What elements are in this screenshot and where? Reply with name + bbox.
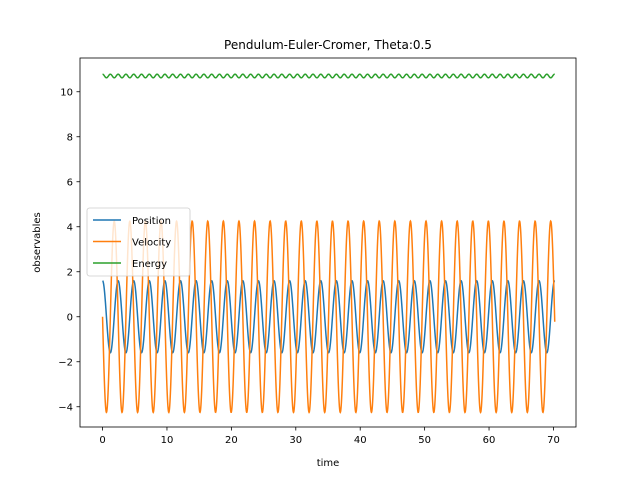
y-tick-label: 10 — [60, 87, 73, 98]
x-axis-label: time — [317, 458, 340, 469]
y-tick-label: 0 — [67, 312, 73, 323]
series-line-position — [102, 279, 556, 354]
y-tick-label: 6 — [67, 177, 73, 188]
y-tick-label: −2 — [58, 357, 73, 368]
x-tick-label: 60 — [483, 435, 496, 446]
series-line-energy — [102, 73, 555, 79]
x-tick-label: 0 — [99, 435, 105, 446]
y-tick-label: −4 — [58, 402, 73, 413]
y-axis: −4 −2 0 2 4 6 8 10 — [58, 87, 80, 413]
y-tick-label: 8 — [67, 132, 73, 143]
legend-label-velocity: Velocity — [132, 238, 171, 249]
x-axis: 0 10 20 30 40 50 60 70 — [99, 427, 560, 446]
x-tick-label: 40 — [354, 435, 367, 446]
legend: Position Velocity Energy — [86, 207, 191, 277]
chart-title: Pendulum-Euler-Cromer, Theta:0.5 — [224, 38, 432, 52]
legend-label-position: Position — [132, 216, 171, 227]
x-tick-label: 10 — [161, 435, 174, 446]
legend-box — [86, 207, 191, 277]
x-tick-label: 50 — [418, 435, 431, 446]
x-tick-label: 30 — [289, 435, 302, 446]
y-axis-label: observables — [32, 212, 43, 272]
x-tick-label: 70 — [547, 435, 560, 446]
legend-label-energy: Energy — [132, 259, 167, 270]
y-tick-label: 4 — [67, 222, 73, 233]
axes-frame — [79, 57, 577, 428]
y-tick-label: 2 — [67, 267, 73, 278]
x-tick-label: 20 — [225, 435, 238, 446]
